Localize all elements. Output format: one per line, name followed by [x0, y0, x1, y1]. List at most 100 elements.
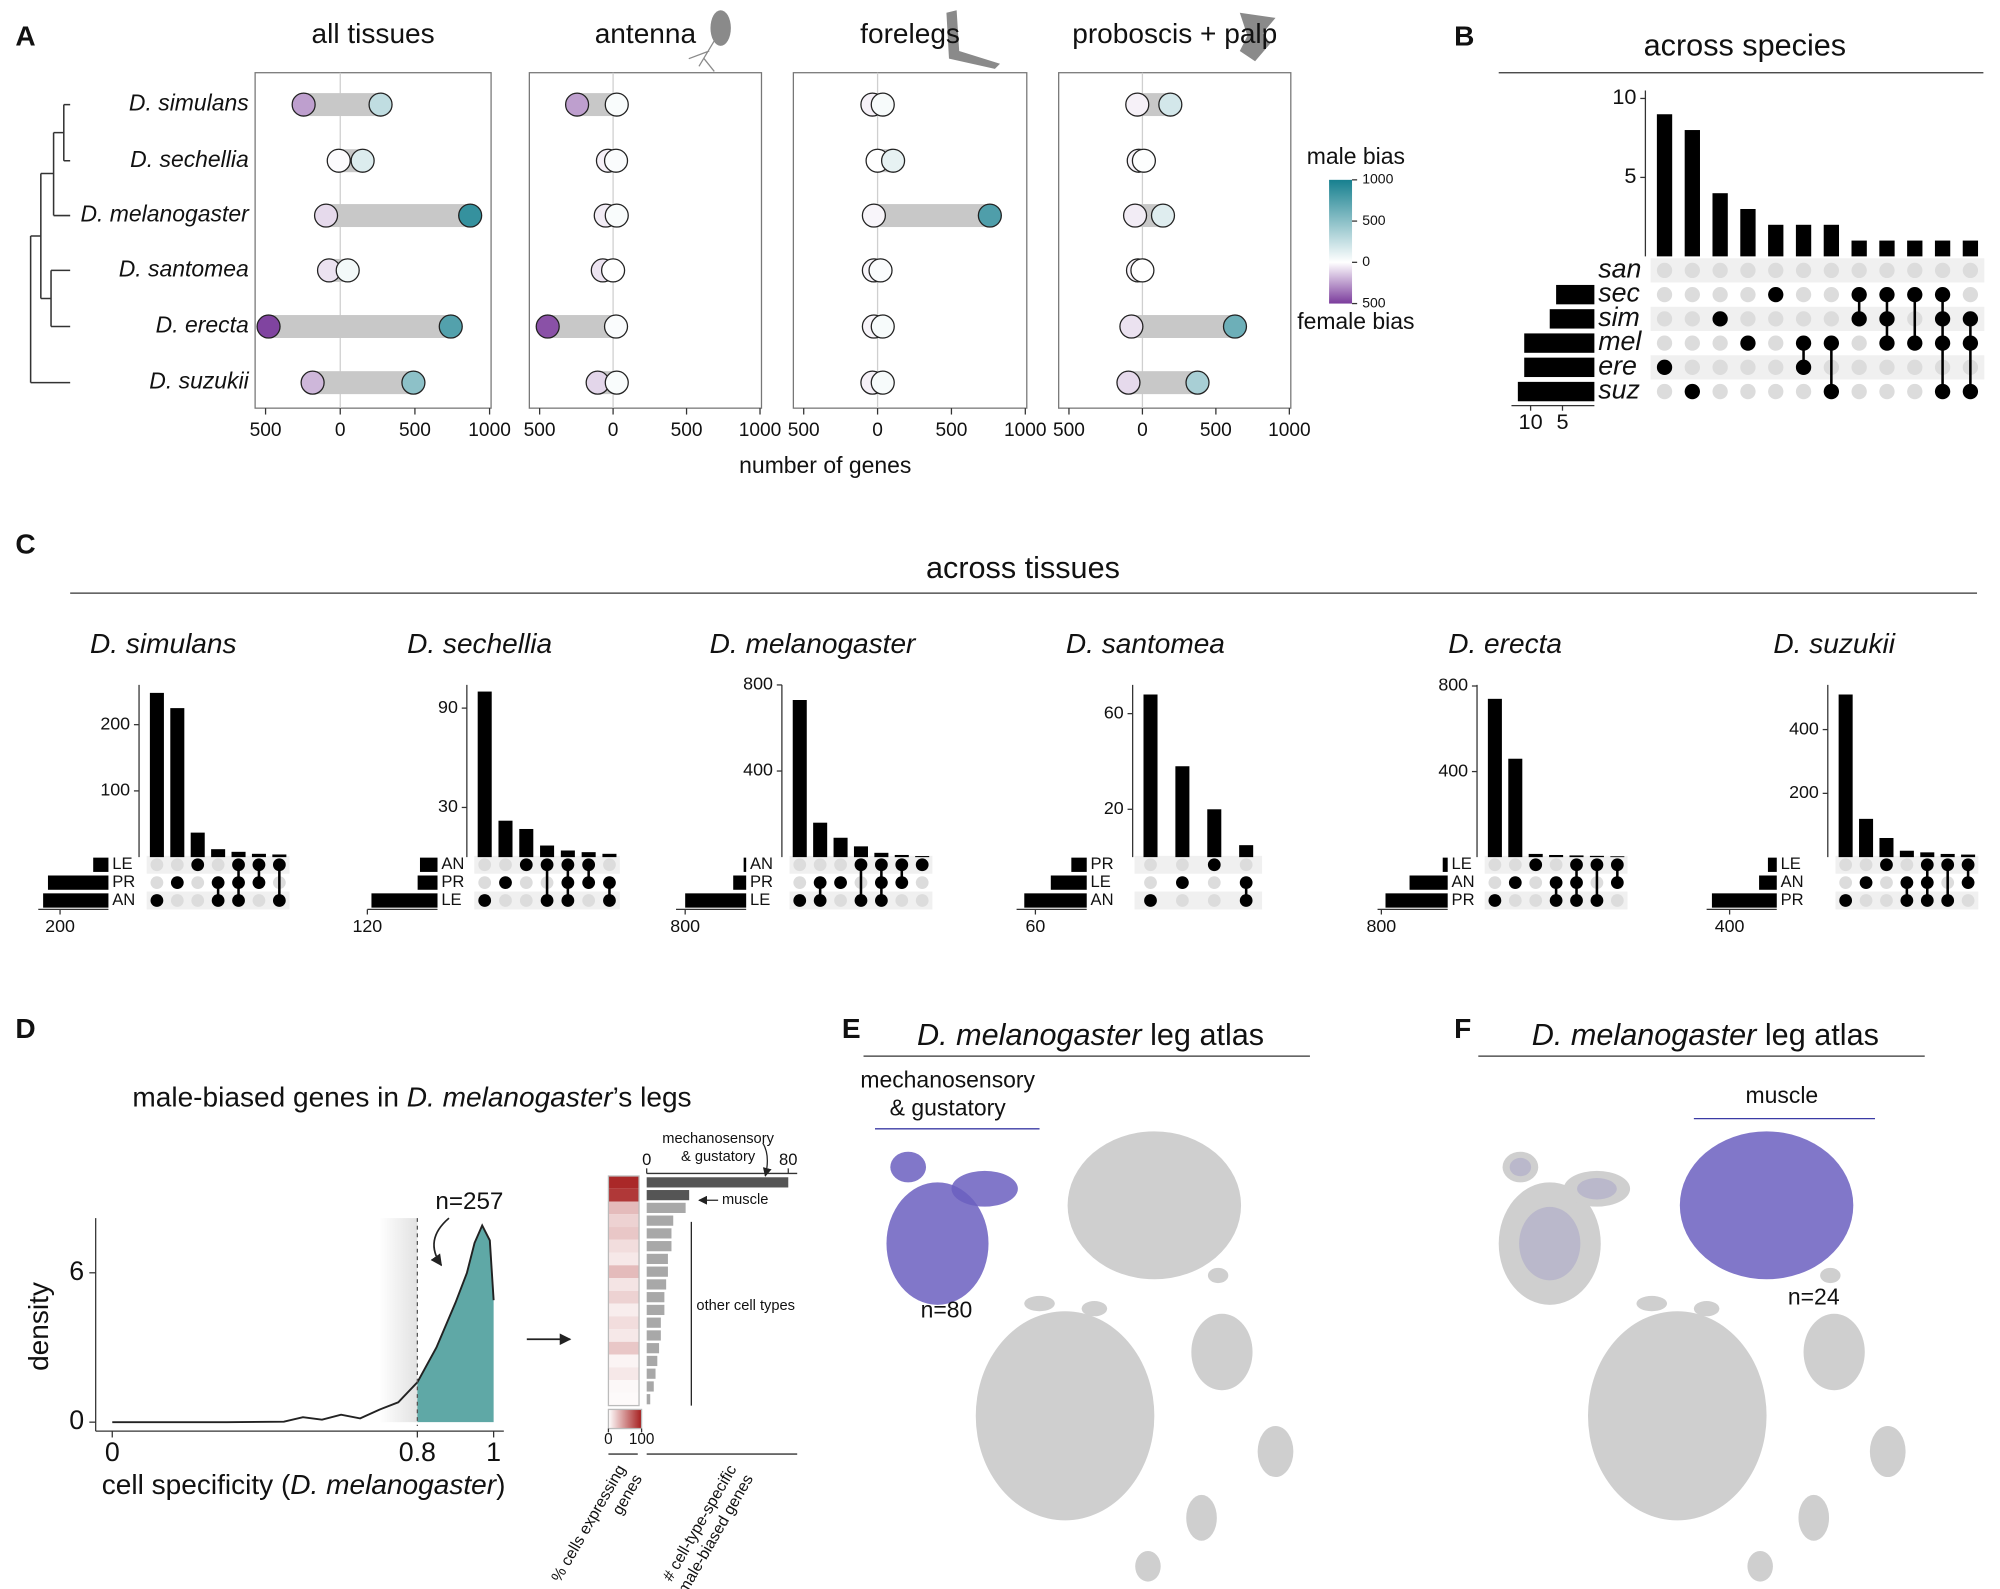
- matrix-dot-empty: [1934, 262, 1951, 279]
- matrix-dot: [1656, 359, 1673, 375]
- matrix-dot-empty: [1712, 286, 1728, 303]
- upset-title: across species: [1644, 28, 1846, 62]
- matrix-dot: [272, 858, 286, 872]
- matrix-dot-empty: [1656, 311, 1673, 327]
- set-size-tick-label: 200: [45, 916, 75, 936]
- matrix-dot-empty: [150, 858, 164, 872]
- set-size-bar: [1385, 893, 1448, 908]
- female-point: [1122, 203, 1148, 228]
- matrix-dot: [895, 876, 909, 890]
- matrix-dot: [813, 876, 827, 890]
- intersection-bar: [853, 846, 868, 858]
- intersection-bar: [251, 853, 266, 858]
- set-size-bar: [43, 893, 109, 908]
- intersection-bar: [915, 856, 930, 858]
- umap-cluster: [1024, 1295, 1055, 1312]
- set-label: suz: [1598, 375, 1640, 405]
- matrix-dot-empty: [1712, 383, 1728, 400]
- intersection-bar: [498, 820, 513, 858]
- x-tick-label: 500: [788, 420, 820, 441]
- matrix-dot-empty: [915, 894, 929, 907]
- matrix-dot: [1570, 876, 1583, 890]
- heat-cell: [608, 1252, 640, 1266]
- intersection-bar: [602, 853, 617, 858]
- matrix-dot-empty: [1656, 335, 1673, 351]
- matrix-dot-empty: [1795, 262, 1812, 279]
- intersection-bar: [1610, 856, 1625, 858]
- set-size-bar: [1711, 893, 1777, 908]
- matrix-dot-empty: [1684, 262, 1700, 279]
- matrix-dot-empty: [1859, 858, 1873, 872]
- colorbar-title-bottom: female bias: [1297, 308, 1414, 334]
- set-label: sec: [1598, 278, 1640, 308]
- matrix-dot-empty: [478, 858, 492, 872]
- matrix-dot-empty: [1768, 383, 1784, 400]
- x-tick-label: 0: [105, 1437, 120, 1467]
- matrix-dot-empty: [1684, 335, 1700, 351]
- matrix-dot-empty: [519, 876, 533, 890]
- matrix-dot: [1900, 894, 1914, 907]
- intersection-bar: [190, 832, 205, 858]
- matrix-dot-empty: [1907, 383, 1923, 400]
- male-point: [368, 92, 393, 117]
- matrix-dot: [1920, 876, 1934, 890]
- set-size-bar: [1524, 333, 1595, 353]
- atlas-title-part: D. melanogaster: [1532, 1018, 1758, 1052]
- matrix-dot-empty: [834, 858, 847, 872]
- heat-cell: [608, 1392, 640, 1406]
- umap-cluster: [1081, 1300, 1108, 1317]
- count-bar: [646, 1177, 789, 1188]
- heat-cell: [608, 1290, 640, 1304]
- matrix-dot: [252, 876, 266, 890]
- species-label: D. erecta: [156, 312, 249, 338]
- x-tick-label: 1000: [1268, 420, 1311, 441]
- matrix-dot-empty: [1684, 286, 1700, 303]
- matrix-dot: [1839, 894, 1853, 907]
- matrix-dot-empty: [1907, 262, 1923, 279]
- rest-label: other cell types: [696, 1298, 795, 1314]
- x-axis-label: number of genes: [739, 452, 911, 478]
- male-point: [870, 314, 895, 339]
- y-tick-label: 60: [1104, 702, 1124, 722]
- male-point: [868, 258, 893, 283]
- matrix-dot-empty: [252, 894, 266, 907]
- colorbar-tick-label: 0: [1362, 253, 1370, 269]
- matrix-dot-empty: [1795, 311, 1812, 327]
- heat-cell: [608, 1367, 640, 1381]
- matrix-row-band: [1650, 306, 1985, 331]
- female-point: [1125, 92, 1150, 117]
- y-tick-label: 90: [438, 697, 458, 717]
- matrix-dot-empty: [915, 876, 929, 890]
- density-title-part: D. melanogaster: [407, 1082, 614, 1113]
- matrix-dot: [211, 894, 225, 907]
- matrix-dot-empty: [603, 858, 616, 872]
- heat-cell: [608, 1201, 640, 1215]
- matrix-dot-empty: [1549, 858, 1563, 872]
- matrix-dot-empty: [1144, 876, 1157, 890]
- heat-cell: [608, 1188, 640, 1202]
- matrix-dot: [561, 894, 575, 907]
- upset-title: D. simulans: [90, 628, 237, 659]
- set-size-tick-label: 60: [1025, 916, 1045, 936]
- atlas-title-part: D. melanogaster: [917, 1018, 1143, 1052]
- panel-letter: B: [1454, 21, 1474, 52]
- species-label: D. santomea: [119, 255, 249, 281]
- matrix-dot: [1961, 876, 1975, 890]
- y-tick-label: 800: [1438, 675, 1468, 695]
- density-title-part: male-biased genes in: [132, 1082, 406, 1113]
- matrix-dot-empty: [793, 858, 807, 872]
- set-label: AN: [1452, 872, 1475, 891]
- phylogeny-tree: [29, 103, 71, 384]
- umap-cluster: [1135, 1550, 1161, 1582]
- panel-letter: E: [842, 1013, 861, 1044]
- x-tick-label: 500: [399, 420, 431, 441]
- matrix-dot: [1570, 894, 1583, 907]
- x-tick-label: 500: [524, 420, 556, 441]
- matrix-dot: [875, 894, 888, 907]
- set-size-bar: [1524, 357, 1595, 378]
- set-size-bar: [1071, 857, 1087, 872]
- male-point: [1185, 370, 1210, 395]
- panel-letter: C: [15, 528, 35, 559]
- male-point: [603, 314, 629, 339]
